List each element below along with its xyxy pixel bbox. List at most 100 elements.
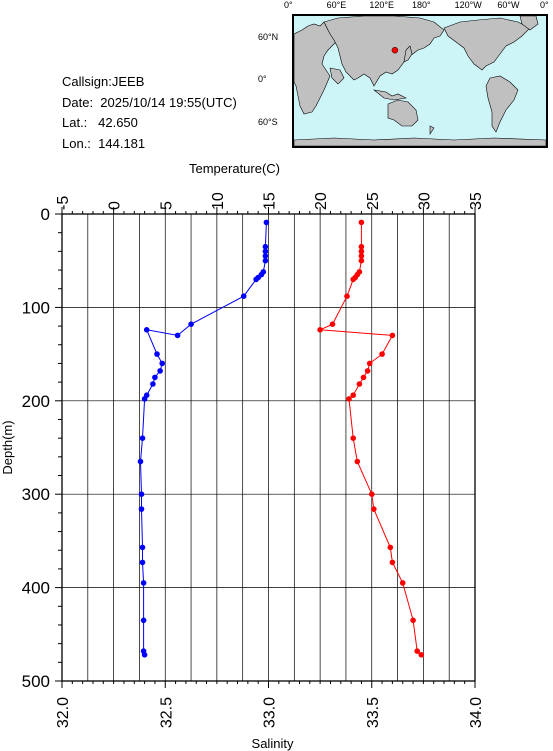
salinity-point (379, 351, 385, 357)
temperature-point (140, 580, 147, 586)
salinity-point (387, 544, 394, 551)
salinity-point (360, 374, 367, 381)
salinity-point (358, 253, 365, 259)
salinity-point (364, 368, 371, 374)
map-marker (391, 46, 399, 54)
salinity-line (319, 222, 422, 656)
salinity-point (354, 458, 361, 465)
temperature-point (174, 332, 181, 339)
axes (55, 207, 476, 688)
temperature-point (240, 293, 247, 300)
depth-tick-label: 300 (22, 485, 50, 504)
map-lat-label: 60°S (258, 117, 278, 127)
sal-tick-label: 32.5 (158, 697, 175, 728)
land-indonesia (372, 89, 407, 101)
sal-tick-label: 33.0 (262, 697, 279, 728)
series (137, 219, 425, 658)
temp-tick-label: 20 (313, 192, 330, 210)
sal-axis-title: Salinity (252, 736, 294, 751)
salinity-point (356, 381, 363, 387)
temperature-point (138, 506, 145, 512)
temperature-point (157, 368, 163, 374)
map-lon-label: 120°E (369, 0, 394, 10)
temperature-point (140, 617, 147, 624)
depth-tick-label: 500 (22, 672, 50, 691)
temperature-point (188, 321, 194, 328)
map-lon-label: 60°W (497, 0, 520, 10)
temperature-point (139, 544, 146, 551)
land-africa-europe (294, 21, 341, 115)
sal-tick-label: 33.5 (365, 697, 382, 728)
salinity-point (358, 257, 365, 264)
salinity-point (389, 332, 396, 339)
salinity-point (317, 327, 323, 333)
salinity-point (418, 652, 425, 658)
depth-tick-label: 400 (22, 579, 50, 598)
world-map-svg (294, 16, 546, 146)
callsign-text: Callsign:JEEB (62, 74, 145, 89)
land-north-america (443, 17, 531, 71)
land-new-zealand (429, 125, 435, 135)
grid (62, 214, 475, 681)
temperature-line (139, 222, 267, 655)
land-greenland (519, 16, 539, 31)
depth-tick-label: 200 (22, 392, 50, 411)
salinity-point (350, 276, 357, 283)
temperature-point (262, 248, 269, 255)
salinity-point (369, 491, 375, 498)
salinity-point (350, 392, 357, 399)
map-lon-label: 0° (284, 0, 293, 10)
salinity-point (350, 435, 357, 442)
depth-tick-label: 0 (41, 205, 50, 224)
temperature-point (137, 458, 144, 465)
salinity-point (399, 580, 406, 586)
salinity-point (389, 559, 396, 566)
land-south-america (485, 75, 519, 133)
temp-tick-label: 30 (416, 192, 433, 210)
salinity-point (371, 506, 377, 512)
temperature-point (141, 396, 148, 402)
temp-tick-label: 5 (158, 201, 175, 210)
temperature-point (152, 374, 158, 381)
salinity-point (358, 219, 365, 226)
temperature-point (262, 253, 269, 259)
land-australia (387, 99, 419, 127)
land-arabia (329, 67, 345, 85)
land-asia (323, 16, 445, 87)
salinity-point (366, 360, 373, 367)
salinity-point (344, 293, 350, 300)
depth-tick-label: 100 (22, 298, 50, 317)
temperature-point (159, 360, 165, 367)
temperature-point (138, 491, 145, 498)
temperature-point (150, 381, 156, 387)
salinity-point (346, 396, 352, 402)
salinity-point (410, 617, 416, 624)
temp-tick-label: 25 (365, 192, 382, 210)
salinity-point (358, 243, 365, 250)
salinity-point (329, 321, 336, 328)
map-lon-label: 180° (412, 0, 431, 10)
temperature-point (143, 327, 150, 333)
temperature-point (263, 219, 270, 226)
date-text: Date: 2025/10/14 19:55(UTC) (62, 94, 237, 110)
temperature-point (262, 243, 269, 250)
axis-labels: 0 100 200 300 400 500 -5 0 5 10 15 20 25 30 35 32.0 32.5… (0, 161, 485, 751)
temperature-point (154, 351, 160, 357)
temp-axis-title: Temperature(C) (189, 161, 280, 176)
station-info: Callsign:JEEB Date: 2025/10/14 19:55(UTC… (62, 72, 237, 154)
land-antarctica (294, 137, 546, 146)
salinity-point (414, 648, 421, 654)
map-lat-label: 0° (258, 74, 267, 84)
temp-tick-label: 35 (468, 192, 485, 210)
station-marker (391, 46, 399, 54)
map-lat-label: 60°N (258, 32, 279, 42)
sal-tick-label: 34.0 (468, 697, 485, 728)
map-lon-label: 120°W (454, 0, 482, 10)
temp-tick-label: -5 (55, 196, 72, 210)
world-map (292, 14, 548, 148)
land-japan (403, 45, 413, 63)
salinity-point (358, 248, 365, 255)
lat-text: Lat.: 42.650 (62, 115, 138, 130)
lon-text: Lon.: 144.181 (62, 135, 146, 151)
